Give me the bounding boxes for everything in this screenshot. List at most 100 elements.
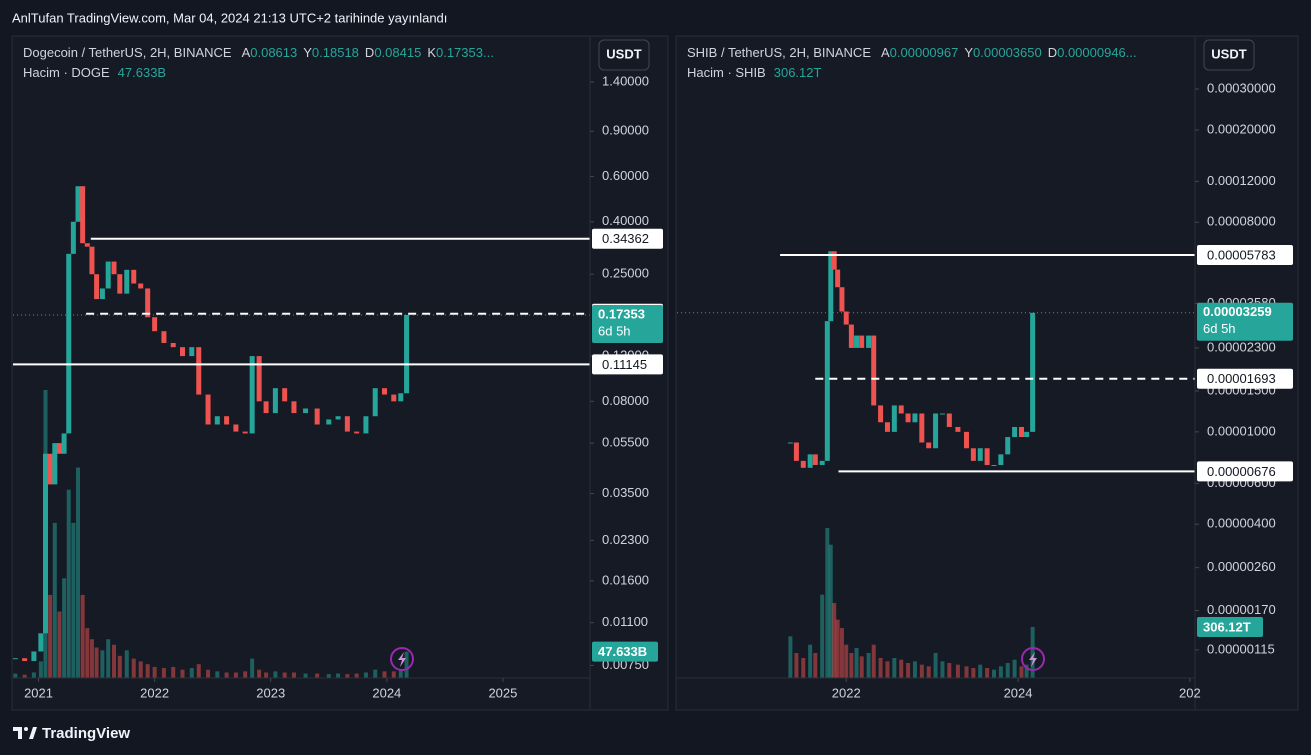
alert-icon[interactable] [390, 647, 414, 671]
y-tick-label: 0.40000 [602, 213, 649, 228]
volume-bar [62, 578, 67, 678]
volume-bar [89, 639, 94, 678]
y-tick-label: 0.00008000 [1207, 214, 1276, 229]
candle [1024, 431, 1030, 438]
candle [326, 419, 332, 425]
candle [984, 448, 990, 465]
x-tick-label: 2022 [832, 685, 861, 700]
candle [138, 283, 144, 289]
alert-icon[interactable] [1021, 647, 1045, 671]
level-badge [1197, 244, 1293, 265]
candle [263, 401, 269, 414]
candle [61, 433, 67, 454]
y-tick-label: 0.02300 [602, 532, 649, 547]
volume-bar [145, 664, 150, 678]
volume-bar [835, 619, 840, 678]
candle [828, 251, 834, 322]
volume-bar [398, 670, 403, 678]
candle [831, 251, 837, 270]
level-badge-label: 0.00000676 [1207, 464, 1276, 479]
volume-bar [345, 674, 350, 678]
chart-panel: Dogecoin / TetherUS, 2H, BINANCE A0.08613… [11, 35, 669, 711]
candle [812, 454, 818, 465]
volume-bar [206, 669, 211, 678]
candle [205, 394, 211, 425]
level-badge [592, 354, 663, 375]
currency-label[interactable]: USDT [1211, 46, 1246, 61]
volume-bar [131, 658, 136, 678]
volume-bar [859, 656, 864, 678]
plot-area [13, 186, 590, 678]
candle [991, 464, 997, 466]
y-tick-label: 0.00030000 [1207, 80, 1276, 95]
ohlc-value: 0.18518 [312, 45, 359, 60]
candle [848, 324, 854, 348]
volume-bar [839, 628, 844, 678]
candle [152, 317, 158, 332]
candle [117, 274, 123, 294]
candle [84, 243, 90, 247]
candle [878, 405, 884, 423]
candle [391, 394, 397, 402]
volume-bar [354, 673, 359, 678]
volume-title: Hacim · DOGE [23, 65, 110, 80]
volume-bar [788, 636, 793, 678]
candle [905, 413, 911, 423]
volume-bar [336, 673, 341, 678]
volume-badge [1197, 616, 1263, 637]
candle [303, 408, 309, 414]
candle [854, 335, 860, 348]
panel-frame [11, 35, 669, 711]
volume-value: 306.12T [774, 65, 822, 80]
volume-bar [13, 673, 18, 678]
volume-bar [48, 594, 53, 678]
candle [196, 347, 202, 395]
y-tick-label: 0.00001000 [1207, 423, 1276, 438]
volume-bar [854, 648, 859, 678]
volume-bar [1024, 664, 1029, 678]
y-tick-label: 0.00000400 [1207, 516, 1276, 531]
candle [256, 356, 262, 402]
candle [819, 460, 825, 465]
volume-bar [373, 669, 378, 678]
volume-bar [832, 603, 837, 678]
volume-bar [844, 644, 849, 678]
volume-bar [112, 644, 117, 678]
currency-button[interactable] [1203, 39, 1255, 71]
ohlc-label: K [427, 45, 436, 60]
volume-bar [382, 671, 387, 678]
candle [835, 269, 841, 288]
candle [843, 311, 849, 325]
candle [189, 347, 195, 357]
currency-label[interactable]: USDT [606, 46, 641, 61]
candle [372, 388, 378, 417]
level-badge-label: 0.00005783 [1207, 247, 1276, 262]
volume-bar [1005, 663, 1010, 678]
volume-legend: Hacim · DOGE 47.633B [23, 65, 166, 80]
candle [404, 314, 410, 394]
y-tick-label: 0.00012000 [1207, 173, 1276, 188]
candle [939, 413, 945, 415]
candle [859, 335, 865, 348]
volume-bar [189, 668, 194, 678]
last-price-label: 0.17353 [598, 306, 645, 321]
last-price-label: 0.00003259 [1203, 304, 1272, 319]
volume-bar [828, 544, 833, 678]
volume-value: 47.633B [118, 65, 166, 80]
volume-bar [971, 668, 976, 678]
candle [977, 448, 983, 461]
footer-brand: TradingView [42, 725, 130, 742]
volume-bar [38, 661, 43, 678]
candle [89, 246, 95, 275]
volume-bar [866, 653, 871, 678]
y-tick-label: 0.01600 [602, 572, 649, 587]
volume-bar [991, 669, 996, 678]
candle [224, 416, 230, 425]
volume-bar [57, 611, 62, 678]
x-tick-label: 2022 [140, 685, 169, 700]
volume-bar [76, 467, 81, 678]
x-tick-label: 2024 [372, 685, 401, 700]
currency-button[interactable] [598, 39, 650, 71]
y-tick-label: 0.00000260 [1207, 559, 1276, 574]
candle [161, 331, 167, 343]
